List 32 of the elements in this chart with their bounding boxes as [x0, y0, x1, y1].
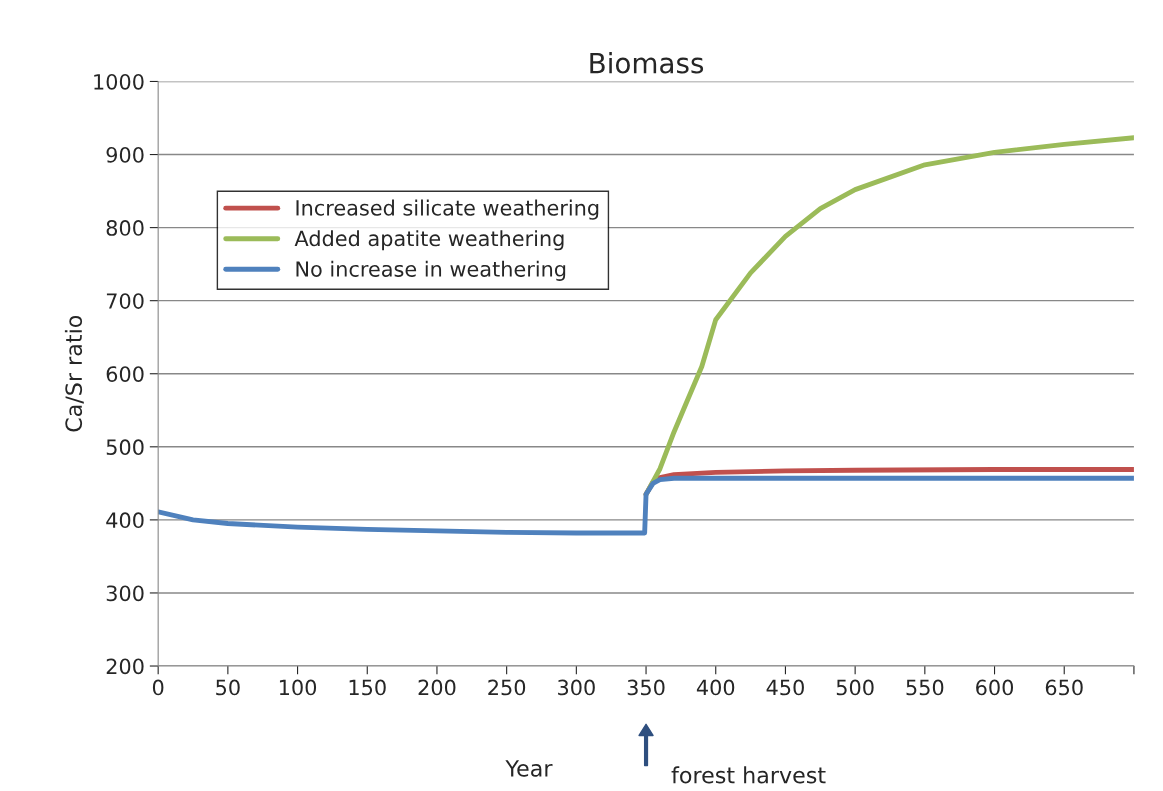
x-tick-label: 550 — [906, 679, 944, 696]
chart-title: Biomass — [590, 52, 704, 74]
y-tick-label: 500 — [106, 439, 144, 456]
text: forest harvest — [671, 766, 826, 784]
y-tick-label: 400 — [106, 512, 144, 529]
y-tick-label: 1000 — [94, 73, 144, 90]
x-tick-label: 650 — [1045, 679, 1083, 696]
x-tick-label: 600 — [976, 679, 1014, 696]
x-tick-label: 0 — [152, 679, 164, 696]
x-tick-label: 200 — [418, 679, 456, 696]
x-tick-label: 300 — [558, 679, 595, 696]
x-tick-label: 100 — [279, 679, 317, 696]
x-tick-label: 250 — [488, 679, 526, 696]
y-tick-label: 800 — [106, 220, 144, 236]
x-tick-label: 150 — [349, 679, 386, 696]
line-series — [643, 467, 1134, 497]
x-tick-label: 350 — [627, 679, 665, 696]
legend-label: Added apatite weathering — [294, 230, 564, 251]
x-tick-label: 500 — [836, 679, 874, 696]
x-tick-label: 400 — [696, 679, 735, 696]
legend-label: No increase in weathering — [296, 260, 566, 281]
x-axis-title: Year — [505, 760, 553, 777]
y-tick-label: 700 — [106, 293, 144, 309]
y-tick-label: 300 — [106, 585, 144, 602]
line-series — [158, 475, 1134, 536]
y-tick-label: 900 — [106, 146, 144, 163]
y-axis-title: Ca/Sr ratio — [64, 315, 84, 432]
x-tick-label: 450 — [766, 679, 804, 696]
legend-label: Increased silicate weathering — [296, 199, 599, 220]
y-tick-label: 200 — [106, 658, 144, 675]
y-tick-label: 600 — [106, 366, 144, 382]
x-tick-label: 50 — [216, 679, 240, 696]
